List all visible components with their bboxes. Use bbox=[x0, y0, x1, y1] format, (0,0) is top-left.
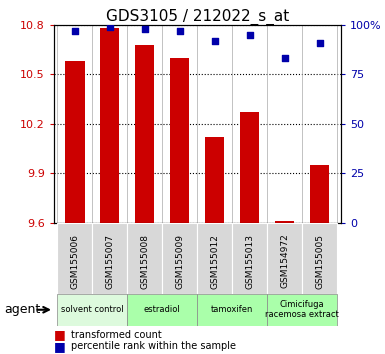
Bar bbox=[57, 294, 127, 326]
Text: transformed count: transformed count bbox=[71, 330, 162, 339]
Text: GSM155006: GSM155006 bbox=[70, 234, 79, 289]
Bar bbox=[65, 61, 84, 223]
Bar bbox=[135, 45, 154, 223]
Bar bbox=[92, 223, 127, 294]
Bar bbox=[205, 137, 224, 223]
Point bbox=[72, 28, 78, 34]
Point bbox=[107, 24, 113, 30]
Text: ■: ■ bbox=[54, 340, 66, 353]
Text: agent: agent bbox=[4, 303, 40, 316]
Point bbox=[316, 40, 323, 45]
Title: GDS3105 / 212022_s_at: GDS3105 / 212022_s_at bbox=[106, 8, 289, 25]
Bar bbox=[198, 294, 267, 326]
Text: Cimicifuga
racemosa extract: Cimicifuga racemosa extract bbox=[265, 300, 339, 319]
Bar bbox=[170, 58, 189, 223]
Bar bbox=[232, 223, 267, 294]
Bar bbox=[198, 223, 232, 294]
Bar bbox=[267, 223, 302, 294]
Text: GSM155009: GSM155009 bbox=[175, 234, 184, 289]
Point bbox=[282, 56, 288, 61]
Bar bbox=[127, 294, 198, 326]
Text: GSM155013: GSM155013 bbox=[245, 234, 254, 289]
Text: estradiol: estradiol bbox=[144, 305, 181, 314]
Bar bbox=[100, 28, 119, 223]
Text: GSM155012: GSM155012 bbox=[210, 234, 219, 289]
Text: GSM155005: GSM155005 bbox=[315, 234, 324, 289]
Bar bbox=[275, 221, 295, 223]
Text: GSM154972: GSM154972 bbox=[280, 234, 289, 289]
Point bbox=[212, 38, 218, 44]
Text: tamoxifen: tamoxifen bbox=[211, 305, 253, 314]
Point bbox=[177, 28, 183, 34]
Text: solvent control: solvent control bbox=[61, 305, 124, 314]
Bar bbox=[162, 223, 198, 294]
Text: GSM155007: GSM155007 bbox=[105, 234, 114, 289]
Point bbox=[247, 32, 253, 38]
Bar bbox=[267, 294, 337, 326]
Bar bbox=[127, 223, 162, 294]
Bar bbox=[57, 223, 92, 294]
Text: GSM155008: GSM155008 bbox=[141, 234, 149, 289]
Text: percentile rank within the sample: percentile rank within the sample bbox=[71, 341, 236, 351]
Bar bbox=[240, 112, 259, 223]
Text: ■: ■ bbox=[54, 328, 66, 341]
Bar bbox=[302, 223, 337, 294]
Point bbox=[142, 26, 148, 32]
Bar bbox=[310, 165, 329, 223]
